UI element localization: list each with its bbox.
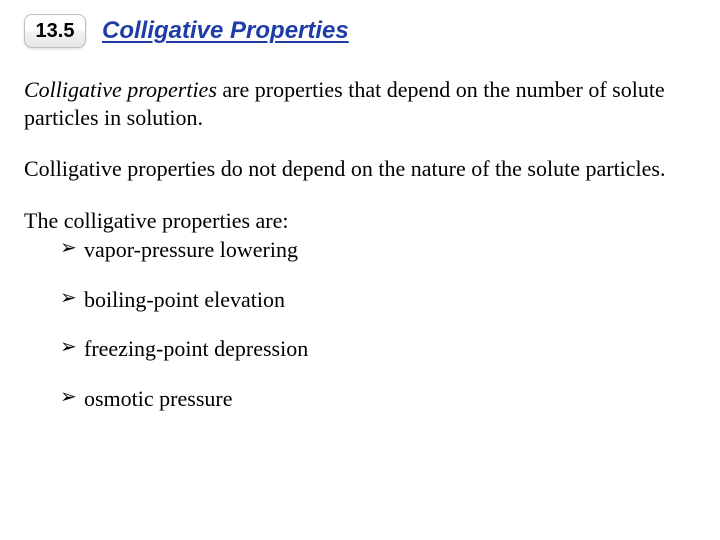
section-number-badge: 13.5	[24, 14, 86, 48]
body-content: Colligative properties are properties th…	[24, 76, 696, 412]
slide-page: 13.5 Colligative Properties Colligative …	[0, 0, 720, 540]
term-colligative-properties: Colligative properties	[24, 77, 217, 102]
paragraph-1: Colligative properties are properties th…	[24, 76, 696, 131]
list-item-label: boiling-point elevation	[84, 287, 285, 312]
properties-list: vapor-pressure lowering boiling-point el…	[24, 236, 696, 412]
list-intro: The colligative properties are:	[24, 207, 696, 235]
section-title: Colligative Properties	[102, 17, 349, 45]
list-item: freezing-point depression	[60, 335, 696, 363]
list-item: vapor-pressure lowering	[60, 236, 696, 264]
list-item: boiling-point elevation	[60, 286, 696, 314]
section-header: 13.5 Colligative Properties	[24, 14, 696, 48]
list-item-label: freezing-point depression	[84, 336, 308, 361]
list-item: osmotic pressure	[60, 385, 696, 413]
list-item-label: osmotic pressure	[84, 386, 232, 411]
paragraph-2: Colligative properties do not depend on …	[24, 155, 696, 183]
list-item-label: vapor-pressure lowering	[84, 237, 298, 262]
